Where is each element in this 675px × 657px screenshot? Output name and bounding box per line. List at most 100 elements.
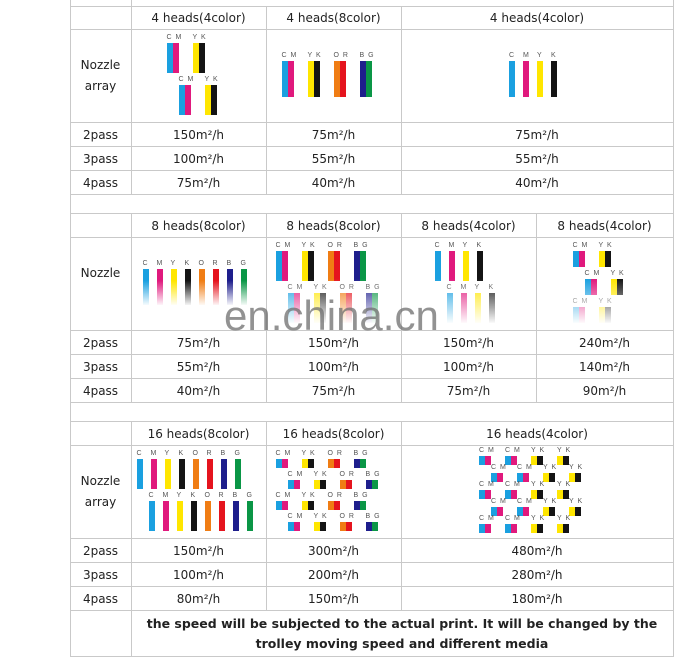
head-color-label: Y K [307, 51, 322, 59]
head-color-label: C M [479, 514, 495, 522]
nozzle-bar [327, 500, 334, 510]
head-color-label: Y K [531, 481, 546, 488]
nozzle-bar [604, 250, 611, 267]
nozzle-bar [293, 521, 300, 531]
head-color-label: B G [365, 283, 381, 291]
nozzle-bar [572, 306, 579, 323]
head-color-label: C M [287, 470, 304, 478]
head-color-label: C M [517, 497, 533, 505]
speed-cell: 140m²/h [535, 354, 674, 379]
nozzle-bar [365, 60, 372, 97]
speed-cell: 150m²/h [130, 122, 267, 147]
nozzle-bar [339, 521, 346, 531]
speed-cell: 240m²/h [535, 330, 674, 355]
nozzle-bar [505, 456, 511, 466]
nozzle-bar [479, 523, 485, 533]
nozzle-bar [488, 292, 495, 323]
speed-cell: 100m²/h [130, 562, 267, 587]
head-color-label: C [142, 259, 149, 267]
nozzle-bar [549, 473, 555, 483]
nozzle-bar [240, 268, 247, 305]
speed-cell: 100m²/h [265, 354, 402, 379]
speed-cell: 300m²/h [265, 538, 402, 563]
head-color-label: Y [170, 259, 177, 267]
nozzle-bar [511, 523, 517, 533]
head-color-label: O R [327, 241, 343, 249]
head-color-label: K [184, 259, 191, 267]
nozzle-bar [563, 490, 569, 499]
speed-cell: 280m²/h [400, 562, 674, 587]
head-color-label: B [220, 449, 227, 457]
head-color-label: Y K [598, 241, 613, 249]
nozzle-bar [178, 458, 185, 489]
nozzle-bar [505, 523, 511, 533]
head-color-label: Y K [569, 464, 584, 472]
speed-cell: 100m²/h [130, 146, 267, 171]
speed-cell: 55m²/h [400, 146, 674, 171]
speed-cell: 75m²/h [265, 122, 402, 147]
speed-cell: 150m²/h [265, 330, 402, 355]
nozzle-bar [575, 473, 581, 483]
nozzle-bar [184, 84, 191, 115]
nozzle-bar [578, 250, 585, 267]
nozzle-bar [497, 473, 503, 483]
head-color-label: Y K [531, 447, 546, 455]
nozzle-bar [551, 60, 557, 97]
nozzle-bar [281, 250, 288, 281]
head-color-label: M [523, 51, 530, 59]
speed-cell: 100m²/h [400, 354, 537, 379]
pass-label: 2pass [69, 330, 132, 355]
nozzle-bar [156, 268, 163, 305]
speed-cell: 150m²/h [130, 538, 267, 563]
head-color-label: C M [584, 269, 601, 277]
nozzle-bar [345, 479, 352, 489]
pass-label: 4pass [69, 170, 132, 195]
header: 8 heads(4color) [535, 213, 674, 238]
nozzle-bar [206, 458, 213, 489]
nozzle-bar [569, 506, 575, 516]
head-color-label: Y K [313, 470, 328, 478]
head-color-label: M [150, 449, 158, 457]
head-color-label: B G [365, 512, 381, 520]
nozzle-bar [353, 250, 360, 281]
head-color-label: M [156, 259, 164, 267]
nozzle-bar [275, 458, 282, 468]
nozzle-bar [198, 42, 205, 73]
nozzle-bar [448, 250, 455, 281]
nozzle-bar [172, 42, 179, 73]
head-color-label: C M [178, 75, 195, 83]
nozzle-bar [301, 250, 308, 281]
nozzle-bar [293, 292, 300, 323]
head-color-label: C M [287, 512, 304, 520]
speed-cell: 180m²/h [400, 586, 674, 611]
nozzle-bar [584, 278, 591, 295]
nozzle-bar [281, 60, 288, 97]
head-color-label: O [198, 259, 205, 267]
head-color-label: Y K [543, 497, 558, 505]
nozzle-bar [517, 473, 523, 483]
nozzle-bar [563, 523, 569, 533]
nozzle-bar [523, 473, 529, 483]
nozzle-bar [578, 306, 585, 323]
head-color-label: O R [327, 449, 343, 457]
speed-cell: 40m²/h [265, 170, 402, 195]
nozzle-bar [491, 473, 497, 483]
head-color-label: C M [166, 33, 183, 41]
nozzle-bar [563, 456, 569, 466]
nozzle-bar [192, 42, 199, 73]
nozzle-bar [142, 268, 149, 305]
nozzle-bar [531, 456, 537, 466]
speed-cell: 40m²/h [400, 170, 674, 195]
speed-cell: 90m²/h [535, 378, 674, 403]
head-color-label: G [240, 259, 247, 267]
head-color-label: C M [281, 51, 298, 59]
nozzle-bar [287, 479, 294, 489]
head-color-label: Y K [543, 464, 558, 472]
head-color-label: C M [287, 283, 304, 291]
head-color-label: K [488, 283, 495, 291]
nozzle-bar [434, 250, 441, 281]
nozzle-bar [523, 60, 529, 97]
header: 8 heads(8color) [265, 213, 402, 238]
